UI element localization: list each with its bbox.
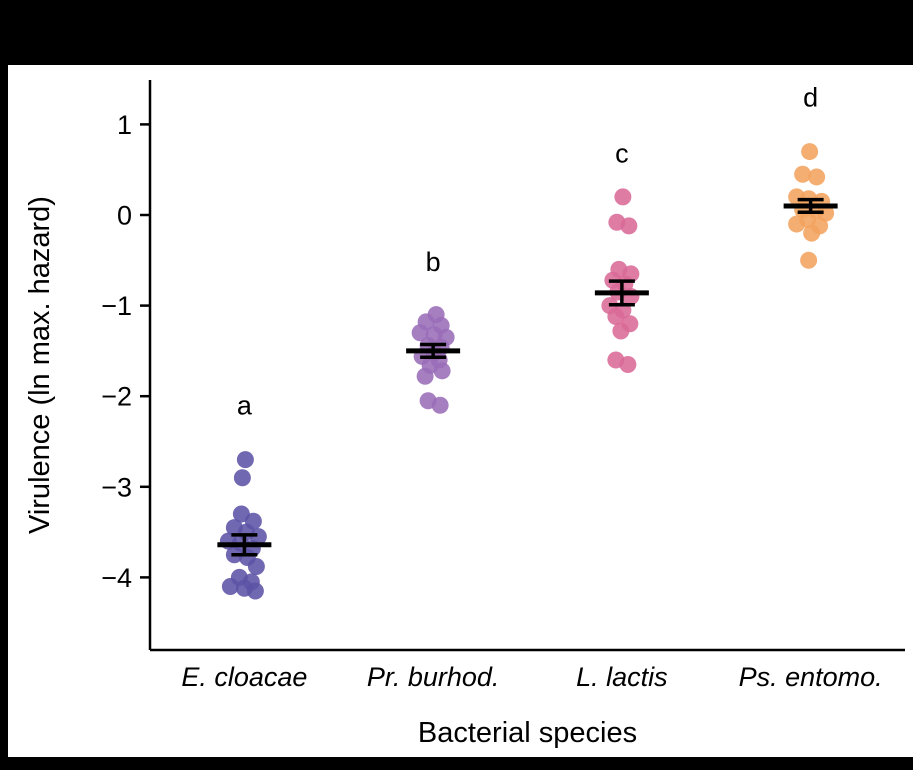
data-point xyxy=(247,558,265,576)
data-point xyxy=(607,307,625,325)
data-point xyxy=(612,322,630,340)
data-point xyxy=(411,324,429,342)
data-point xyxy=(233,469,251,487)
sig-letter: c xyxy=(615,138,629,168)
category-label: L. lactis xyxy=(576,662,668,692)
data-point xyxy=(221,577,239,595)
y-tick-label: 1 xyxy=(117,110,132,140)
data-point xyxy=(620,217,638,235)
data-point xyxy=(801,143,819,161)
category-label: E. cloacae xyxy=(181,662,307,692)
y-tick-label: −1 xyxy=(101,291,132,321)
category-label: Ps. entomo. xyxy=(739,662,883,692)
chart-figure: Virulence (ln max. hazard) 1 0 −1 −2 −3 −4 a E.… xyxy=(8,65,913,757)
data-point xyxy=(800,251,818,269)
data-point xyxy=(808,168,826,186)
data-point xyxy=(619,355,637,373)
data-point xyxy=(433,362,451,380)
category-label: Pr. burhod. xyxy=(367,662,500,692)
data-point xyxy=(803,224,821,242)
data-point xyxy=(416,367,434,385)
data-point xyxy=(788,215,806,233)
y-tick-label: 0 xyxy=(117,200,132,230)
plot-area: 1 0 −1 −2 −3 −4 a E. cloacae b Pr. burhod. c L. lac… xyxy=(101,80,905,692)
y-tick-label: −4 xyxy=(101,563,132,593)
data-point xyxy=(794,165,812,183)
data-point xyxy=(431,396,449,414)
data-point xyxy=(246,582,264,600)
data-point xyxy=(614,188,632,206)
data-point xyxy=(236,451,254,469)
sig-letter: a xyxy=(237,390,253,420)
x-axis-title: Bacterial species xyxy=(417,717,638,749)
data-point xyxy=(817,204,835,222)
sig-letter: d xyxy=(803,82,818,112)
sig-letter: b xyxy=(426,247,441,277)
y-tick-label: −3 xyxy=(101,472,132,502)
y-tick-label: −2 xyxy=(101,382,132,412)
